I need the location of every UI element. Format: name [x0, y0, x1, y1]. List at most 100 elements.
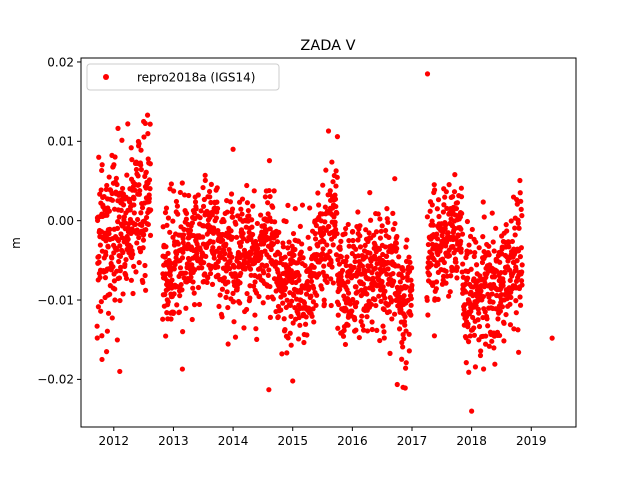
data-point	[309, 313, 315, 319]
data-point	[136, 182, 142, 188]
data-point	[359, 313, 365, 319]
data-point	[503, 222, 509, 228]
data-point	[377, 337, 383, 344]
legend-box	[86, 63, 280, 91]
data-point	[328, 276, 334, 282]
data-point	[124, 172, 130, 178]
data-point	[346, 237, 352, 244]
data-point	[455, 233, 461, 239]
data-point	[393, 240, 399, 246]
data-point	[386, 309, 392, 315]
data-point	[374, 327, 380, 334]
data-point	[267, 314, 274, 320]
data-point	[458, 246, 464, 252]
data-point	[141, 232, 147, 238]
data-point	[333, 203, 339, 210]
data-point	[473, 239, 479, 245]
data-point	[433, 286, 439, 292]
data-point	[237, 243, 244, 249]
data-point	[344, 254, 350, 260]
data-point	[103, 186, 109, 193]
data-point	[397, 279, 403, 285]
data-point	[354, 299, 360, 306]
data-point	[196, 301, 203, 308]
data-point	[371, 232, 377, 238]
data-point	[200, 184, 206, 191]
data-point	[189, 316, 195, 323]
data-point	[162, 291, 168, 298]
data-point	[143, 227, 149, 233]
data-point	[433, 279, 440, 285]
data-point	[267, 226, 273, 232]
data-point	[389, 316, 395, 322]
data-point	[319, 286, 325, 292]
data-point	[114, 181, 120, 188]
data-point	[478, 288, 484, 294]
data-point	[443, 189, 449, 195]
data-point	[340, 333, 347, 339]
data-point	[306, 284, 312, 290]
data-point	[171, 266, 177, 272]
data-point	[114, 247, 120, 253]
data-point	[513, 310, 519, 316]
data-point	[142, 272, 148, 279]
data-point	[512, 232, 518, 238]
data-point	[337, 286, 343, 293]
data-point	[335, 301, 342, 308]
data-point	[400, 384, 406, 390]
data-point	[297, 322, 303, 328]
data-point	[392, 176, 398, 182]
data-point	[408, 302, 414, 308]
data-point	[518, 198, 524, 204]
data-point	[198, 208, 204, 214]
data-point	[289, 298, 295, 304]
data-point	[187, 227, 194, 234]
data-point	[169, 277, 175, 283]
data-point	[205, 275, 211, 281]
data-point	[175, 241, 181, 247]
x-tick-label: 2014	[218, 434, 249, 448]
data-point	[321, 239, 327, 245]
data-point	[143, 214, 150, 221]
data-point	[199, 265, 205, 271]
data-point	[328, 259, 334, 266]
data-point	[516, 349, 522, 355]
data-point	[404, 284, 410, 290]
data-point	[283, 218, 289, 225]
data-point	[224, 289, 230, 295]
data-point	[125, 121, 131, 127]
data-point	[467, 233, 474, 239]
data-point	[96, 259, 102, 265]
data-point	[471, 325, 477, 331]
data-point	[207, 270, 214, 277]
data-point	[320, 246, 326, 252]
data-point	[227, 258, 233, 264]
data-point	[471, 332, 478, 338]
data-point	[424, 71, 431, 77]
data-point	[140, 237, 147, 243]
data-point	[219, 237, 226, 243]
data-point	[106, 231, 112, 237]
data-point	[270, 204, 276, 210]
data-point	[288, 342, 294, 348]
data-point	[472, 249, 478, 256]
data-point	[342, 231, 348, 237]
data-point	[391, 311, 398, 317]
data-point	[109, 255, 115, 261]
data-point	[435, 197, 442, 203]
data-point	[98, 308, 104, 314]
data-point	[119, 235, 125, 241]
data-point	[270, 296, 276, 302]
data-point	[271, 188, 277, 194]
data-point	[390, 210, 396, 216]
data-point	[296, 272, 302, 279]
data-point	[518, 278, 525, 284]
data-point	[305, 234, 311, 240]
data-point	[190, 279, 196, 285]
data-point	[112, 297, 118, 303]
data-point	[230, 299, 237, 305]
data-point	[310, 306, 316, 312]
data-point	[203, 253, 209, 260]
data-point	[250, 231, 256, 238]
